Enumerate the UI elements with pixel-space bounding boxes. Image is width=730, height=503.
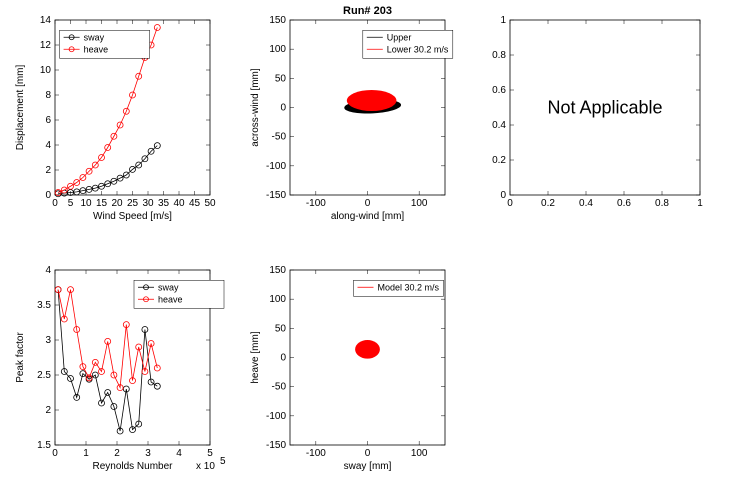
svg-text:-50: -50 (272, 382, 287, 393)
svg-text:2.5: 2.5 (37, 370, 51, 381)
svg-text:25: 25 (127, 198, 139, 209)
svg-text:sway [mm]: sway [mm] (344, 461, 392, 472)
svg-text:0.8: 0.8 (655, 198, 669, 209)
svg-text:100: 100 (411, 448, 428, 459)
svg-text:100: 100 (269, 294, 286, 305)
svg-text:sway: sway (84, 32, 105, 42)
svg-text:1: 1 (500, 15, 506, 26)
svg-text:4: 4 (176, 448, 182, 459)
svg-text:heave: heave (158, 294, 183, 304)
svg-text:6: 6 (45, 115, 51, 126)
svg-text:Not Applicable: Not Applicable (547, 98, 662, 118)
svg-text:Reynolds Number: Reynolds Number (92, 461, 173, 472)
svg-text:30: 30 (142, 198, 154, 209)
svg-text:Peak factor: Peak factor (15, 332, 26, 383)
panel-na: 0 0.2 0.4 0.6 0.8 1 0 0.2 0.4 0.6 0.8 1 Not Applicab… (492, 15, 703, 209)
svg-text:12: 12 (40, 40, 52, 51)
svg-text:0.6: 0.6 (617, 198, 631, 209)
svg-text:0.2: 0.2 (541, 198, 555, 209)
svg-text:50: 50 (275, 323, 287, 334)
svg-text:Upper: Upper (387, 32, 412, 42)
svg-text:150: 150 (269, 265, 286, 276)
svg-text:50: 50 (204, 198, 216, 209)
svg-text:-100: -100 (266, 411, 286, 422)
svg-text:2: 2 (45, 405, 51, 416)
svg-text:1.5: 1.5 (37, 440, 51, 451)
svg-text:-100: -100 (306, 448, 326, 459)
svg-text:Wind Speed [m/s]: Wind Speed [m/s] (93, 211, 172, 222)
svg-text:3: 3 (45, 335, 51, 346)
panel-trace-upper: -100 0 100 -150 -100 -50 0 50 100 150 along-wind [… (250, 5, 453, 222)
panel-displacement: 0510152025303540455002468101214Wind Spee… (15, 15, 216, 222)
svg-text:0: 0 (365, 198, 371, 209)
panel-trace-model: -100 0 100 -150 -100 -50 0 50 100 150 sway [mm] hea… (250, 265, 445, 472)
svg-text:0: 0 (52, 198, 58, 209)
svg-text:0: 0 (45, 190, 51, 201)
svg-text:-100: -100 (266, 161, 286, 172)
svg-text:across-wind [mm]: across-wind [mm] (250, 68, 261, 147)
svg-text:4: 4 (45, 140, 51, 151)
svg-text:0.6: 0.6 (492, 85, 506, 96)
svg-text:10: 10 (80, 198, 92, 209)
svg-text:sway: sway (158, 282, 179, 292)
svg-text:8: 8 (45, 90, 51, 101)
svg-text:x 10: x 10 (196, 461, 215, 472)
svg-text:0: 0 (280, 353, 286, 364)
svg-text:0.8: 0.8 (492, 50, 506, 61)
svg-text:0: 0 (507, 198, 513, 209)
svg-text:0: 0 (365, 448, 371, 459)
svg-text:-100: -100 (306, 198, 326, 209)
svg-text:45: 45 (189, 198, 201, 209)
svg-text:3: 3 (145, 448, 151, 459)
svg-text:Run# 203: Run# 203 (343, 5, 392, 17)
svg-text:0.2: 0.2 (492, 155, 506, 166)
svg-text:5: 5 (68, 198, 74, 209)
svg-text:-150: -150 (266, 190, 286, 201)
svg-text:2: 2 (114, 448, 120, 459)
svg-text:Displacement [mm]: Displacement [mm] (15, 64, 26, 150)
svg-text:0.4: 0.4 (579, 198, 593, 209)
svg-text:5: 5 (207, 448, 213, 459)
svg-text:0: 0 (52, 448, 58, 459)
svg-text:along-wind [mm]: along-wind [mm] (331, 211, 405, 222)
svg-text:100: 100 (269, 44, 286, 55)
figure-root: 0510152025303540455002468101214Wind Spee… (0, 0, 730, 503)
svg-text:0.4: 0.4 (492, 120, 506, 131)
svg-text:heave [mm]: heave [mm] (250, 331, 261, 383)
svg-text:5: 5 (220, 456, 226, 467)
svg-text:15: 15 (96, 198, 108, 209)
svg-text:4: 4 (45, 265, 51, 276)
svg-text:35: 35 (158, 198, 170, 209)
svg-text:150: 150 (269, 15, 286, 26)
svg-text:3.5: 3.5 (37, 300, 51, 311)
svg-text:1: 1 (83, 448, 89, 459)
svg-text:100: 100 (411, 198, 428, 209)
svg-text:40: 40 (173, 198, 185, 209)
svg-text:-150: -150 (266, 440, 286, 451)
svg-text:Model 30.2 m/s: Model 30.2 m/s (378, 282, 440, 292)
svg-text:14: 14 (40, 15, 52, 26)
svg-text:heave: heave (84, 44, 109, 54)
svg-text:0: 0 (500, 190, 506, 201)
svg-text:-50: -50 (272, 132, 287, 143)
svg-text:10: 10 (40, 65, 52, 76)
svg-text:0: 0 (280, 103, 286, 114)
svg-text:20: 20 (111, 198, 123, 209)
svg-text:1: 1 (697, 198, 703, 209)
svg-text:Lower 30.2 m/s: Lower 30.2 m/s (387, 44, 449, 54)
panel-peakfactor: 0123451.522.533.54Reynolds NumberPeak fa… (15, 265, 226, 472)
svg-text:50: 50 (275, 73, 287, 84)
svg-text:2: 2 (45, 165, 51, 176)
